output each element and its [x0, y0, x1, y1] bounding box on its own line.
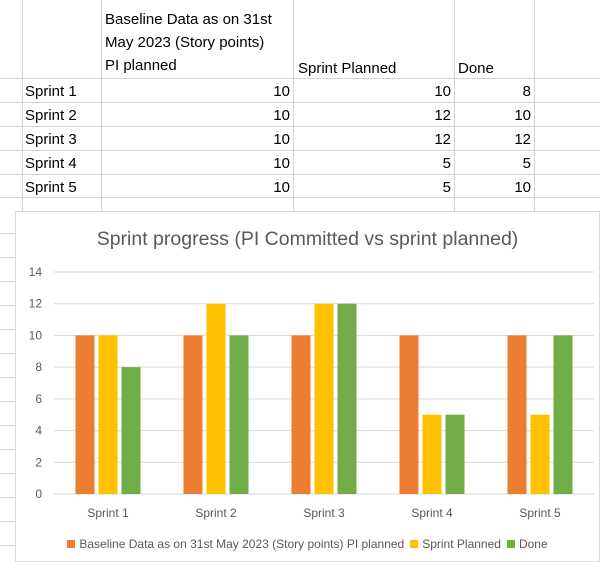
- bar-chart: 0 2 4 6 8 10 12 14 Sprint 1 Sprint 2 Sprint 3 Sprin…: [29, 265, 594, 520]
- grid-line: [0, 126, 600, 127]
- header-sprint-planned-cell[interactable]: Sprint Planned: [298, 60, 397, 77]
- header-baseline-line3: PI planned: [105, 57, 177, 74]
- header-done-cell[interactable]: Done: [458, 60, 494, 77]
- legend-label: Baseline Data as on 31st May 2023 (Story…: [79, 537, 405, 551]
- bar: [337, 303, 357, 494]
- bar: [229, 335, 249, 494]
- legend-label: Sprint Planned: [422, 537, 501, 551]
- bar: [445, 414, 465, 494]
- chart-title: Sprint progress (PI Committed vs sprint …: [96, 228, 519, 250]
- done-cell[interactable]: 5: [522, 155, 531, 172]
- x-tick-label: Sprint 2: [195, 506, 237, 520]
- legend-swatch: [506, 540, 515, 548]
- grid-line: [22, 0, 23, 211]
- x-tick-label: Sprint 3: [303, 506, 345, 520]
- grid-line: [0, 521, 15, 522]
- bar: [314, 303, 334, 494]
- grid-line: [101, 0, 102, 211]
- row-label-cell[interactable]: Sprint 3: [25, 131, 77, 148]
- row-label-cell[interactable]: Sprint 4: [25, 155, 77, 172]
- header-baseline-line2: May 2023 (Story points): [105, 34, 265, 51]
- legend-item: Sprint Planned: [410, 537, 501, 551]
- y-tick-label: 14: [29, 265, 43, 279]
- grid-line: [0, 329, 15, 330]
- bar: [121, 367, 141, 494]
- legend-swatch: [410, 540, 419, 548]
- bar: [291, 335, 311, 494]
- chart-legend: Baseline Data as on 31st May 2023 (Story…: [16, 537, 599, 551]
- x-tick-label: Sprint 1: [87, 506, 129, 520]
- baseline-cell[interactable]: 10: [273, 155, 290, 172]
- y-tick-label: 12: [29, 297, 43, 311]
- planned-cell[interactable]: 12: [434, 107, 451, 124]
- grid-line: [0, 497, 15, 498]
- grid-line: [0, 353, 15, 354]
- y-tick-label: 0: [35, 487, 42, 501]
- bar: [399, 335, 419, 494]
- baseline-cell[interactable]: 10: [273, 131, 290, 148]
- grid-line: [293, 0, 294, 211]
- grid-line: [534, 0, 535, 211]
- done-cell[interactable]: 10: [514, 107, 531, 124]
- baseline-cell[interactable]: 10: [273, 107, 290, 124]
- bar: [553, 335, 573, 494]
- grid-line: [0, 425, 15, 426]
- bar: [507, 335, 527, 494]
- planned-cell[interactable]: 5: [442, 155, 451, 172]
- planned-cell[interactable]: 5: [442, 179, 451, 196]
- grid-line: [0, 150, 600, 151]
- bar: [75, 335, 95, 494]
- bar: [422, 414, 442, 494]
- row-label-cell[interactable]: Sprint 1: [25, 83, 77, 100]
- x-tick-label: Sprint 4: [411, 506, 453, 520]
- y-tick-label: 6: [35, 392, 42, 406]
- x-tick-label: Sprint 5: [519, 506, 561, 520]
- bar: [530, 414, 550, 494]
- header-baseline-cell[interactable]: Baseline Data as on 31st May 2023 (Story…: [105, 8, 291, 77]
- y-tick-label: 2: [35, 455, 42, 469]
- done-cell[interactable]: 12: [514, 131, 531, 148]
- legend-item: Done: [506, 537, 548, 551]
- bar: [98, 335, 118, 494]
- legend-item: Baseline Data as on 31st May 2023 (Story…: [67, 537, 404, 551]
- grid-line: [0, 102, 600, 103]
- header-baseline-line1: Baseline Data as on 31st: [105, 11, 272, 28]
- legend-label: Done: [518, 537, 548, 551]
- done-cell[interactable]: 10: [514, 179, 531, 196]
- y-tick-label: 8: [35, 360, 42, 374]
- grid-line: [0, 197, 600, 198]
- bar: [206, 303, 226, 494]
- grid-line: [0, 281, 15, 282]
- grid-line: [0, 449, 15, 450]
- planned-cell[interactable]: 10: [434, 83, 451, 100]
- grid-line: [0, 174, 600, 175]
- bar: [183, 335, 203, 494]
- grid-line: [0, 545, 15, 546]
- grid-line: [454, 0, 455, 211]
- grid-line: [0, 233, 15, 234]
- row-label-cell[interactable]: Sprint 2: [25, 107, 77, 124]
- baseline-cell[interactable]: 10: [273, 179, 290, 196]
- done-cell[interactable]: 8: [522, 83, 531, 100]
- legend-swatch: [67, 540, 76, 548]
- grid-line: [0, 257, 15, 258]
- grid-line: [0, 473, 15, 474]
- baseline-cell[interactable]: 10: [273, 83, 290, 100]
- chart-object[interactable]: Sprint progress (PI Committed vs sprint …: [15, 211, 600, 562]
- grid-line: [0, 78, 600, 79]
- row-label-cell[interactable]: Sprint 5: [25, 179, 77, 196]
- grid-line: [0, 401, 15, 402]
- grid-line: [0, 377, 15, 378]
- planned-cell[interactable]: 12: [434, 131, 451, 148]
- grid-line: [0, 305, 15, 306]
- y-tick-label: 4: [35, 424, 42, 438]
- y-tick-label: 10: [29, 328, 43, 342]
